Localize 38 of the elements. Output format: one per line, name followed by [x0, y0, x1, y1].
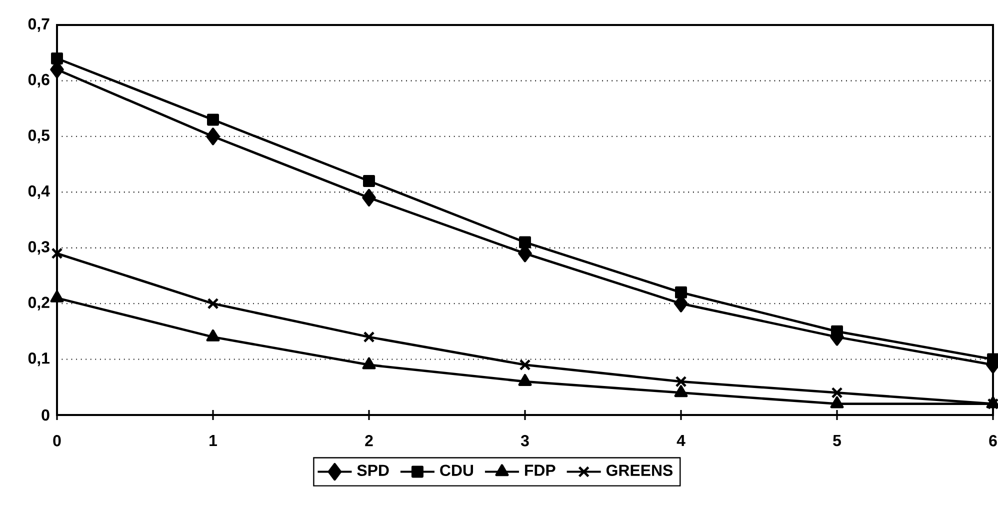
legend-label: SPD — [357, 464, 389, 476]
point — [207, 298, 219, 310]
y-tick-label: 0,1 — [28, 352, 50, 366]
point — [51, 52, 63, 64]
point — [674, 385, 688, 398]
x-tick-label: 3 — [520, 435, 529, 446]
point — [50, 290, 64, 302]
legend-label: GREENS — [606, 464, 673, 476]
point — [830, 396, 844, 408]
point — [675, 286, 687, 298]
point — [362, 357, 376, 370]
point — [362, 188, 376, 207]
point — [518, 374, 532, 386]
point — [206, 329, 220, 342]
point — [519, 359, 531, 371]
y-tick-label: 0,4 — [28, 185, 50, 199]
y-tick-label: 0,2 — [28, 296, 50, 310]
point — [831, 386, 843, 398]
point — [206, 128, 220, 146]
x-tick-label: 5 — [833, 435, 841, 446]
x-tick-label: 0 — [53, 435, 61, 446]
point — [519, 236, 531, 248]
y-tick-label: 0,3 — [28, 241, 50, 255]
y-tick-label: 0 — [42, 409, 50, 421]
x-tick-label: 6 — [989, 435, 997, 446]
point — [207, 114, 219, 126]
y-tick-label: 0,7 — [28, 18, 50, 32]
x-tick-label: 2 — [365, 435, 373, 446]
x-tick-label: 4 — [676, 435, 686, 446]
point — [675, 376, 687, 388]
point — [51, 248, 63, 260]
legend-label: FDP — [525, 464, 556, 476]
y-tick-label: 0,6 — [28, 74, 50, 88]
point — [363, 331, 375, 343]
point — [363, 175, 375, 188]
y-tick-label: 0,5 — [28, 130, 50, 144]
legend-label: CDU — [440, 464, 473, 476]
x-tick-label: 1 — [210, 435, 217, 446]
